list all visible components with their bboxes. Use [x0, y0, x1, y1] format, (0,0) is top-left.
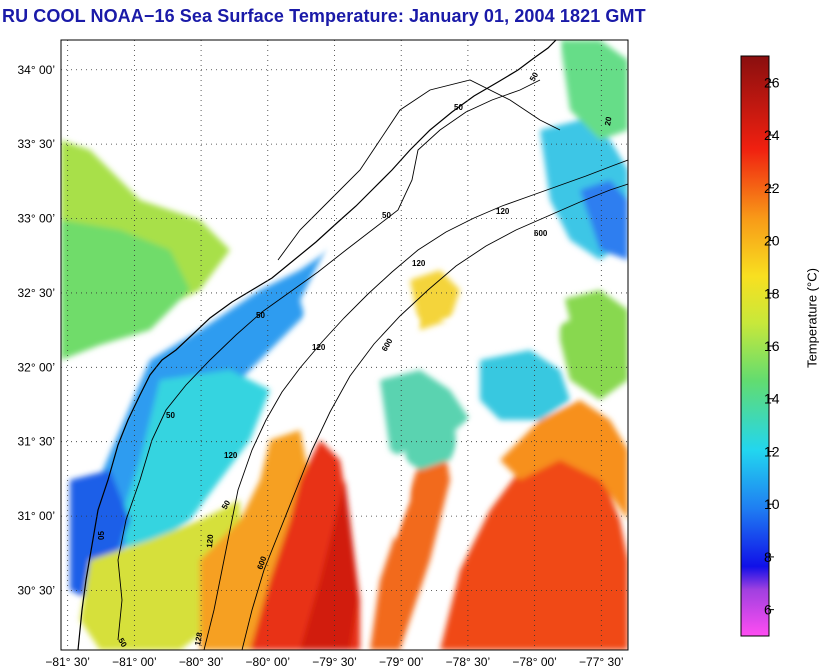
isobath-label: 20: [603, 115, 614, 126]
cloud-gaps: [90, 40, 570, 540]
latitude-label: 33° 00’: [18, 212, 56, 226]
sst-patch-warm-east-orange: [500, 400, 628, 520]
latitude-label: 32° 30’: [18, 286, 56, 300]
latitude-label: 31° 00’: [18, 509, 56, 523]
isobath-label: 128: [193, 631, 204, 646]
colorbar-tick-label: 20: [764, 233, 780, 249]
isobath-label: 120: [224, 451, 238, 460]
colorbar-tick-label: 6: [764, 602, 772, 618]
sst-patch-offshore-1: [380, 370, 470, 470]
sst-patch-coastal-cyan: [120, 370, 270, 560]
longitude-label: −77° 30’: [579, 655, 624, 669]
isobath-label: 50: [382, 211, 391, 220]
sst-patch-offshore-4: [410, 270, 460, 330]
colorbar-tick-label: 24: [764, 127, 780, 143]
sst-patch-northeast-2: [560, 40, 628, 140]
latitude-label: 31° 30’: [18, 435, 56, 449]
sst-patch-gulfstream-2: [300, 480, 358, 650]
graticule: [61, 40, 628, 650]
longitude-label: −80° 00’: [246, 655, 291, 669]
latitude-label: 32° 00’: [18, 360, 56, 374]
longitude-label: −78° 30’: [446, 655, 491, 669]
colorbar-tick-label: 14: [764, 391, 780, 407]
isobath-50: [117, 79, 541, 641]
coastline: [77, 40, 557, 650]
map-frame: [60, 39, 629, 651]
isobath-600: [241, 183, 628, 650]
isobath-label: 600: [534, 229, 548, 238]
latitude-tick-labels: 34° 00’ 33° 30’ 33° 00’ 32° 30’ 32° 00’ 31° 3…: [18, 63, 56, 598]
longitude-label: −81° 30’: [45, 655, 90, 669]
longitude-tick-labels: −81° 30’ −81° 00’ −80° 30’ −80° 00’ −79° 30’…: [45, 655, 623, 669]
sst-patch-warm-east: [440, 450, 628, 650]
colorbar-tick-label: 10: [764, 496, 780, 512]
longitude-label: −79° 30’: [312, 655, 357, 669]
isobath-label: 120: [205, 534, 215, 549]
colorbar-tick-labels: 6 8 10 12 14 16 18 20 22 24 26: [764, 74, 780, 617]
latitude-label: 30° 30’: [18, 583, 56, 597]
colorbar-label: Temperature (°C): [804, 268, 820, 368]
isobath-label: 50: [256, 311, 265, 320]
colorbar-tick-label: 18: [764, 285, 780, 301]
latitude-label: 33° 30’: [18, 137, 56, 151]
map-title: RU COOL NOAA−16 Sea Surface Temperature:…: [2, 6, 646, 26]
sst-patch-nearshore-blue: [70, 470, 130, 600]
colorbar-tick-label: 12: [764, 443, 780, 459]
isobath-labels: 50 50 50 50 120 120 120 120 600 600 600 …: [97, 70, 614, 649]
sst-patch-offshore-2: [480, 350, 570, 420]
colorbar-gradient: [740, 55, 770, 637]
isobath-label: 50: [166, 411, 175, 420]
sst-patch-shelf-orange: [200, 430, 310, 650]
longitude-label: −81° 00’: [112, 655, 157, 669]
colorbar-tick-label: 8: [764, 549, 772, 565]
longitude-label: −79° 00’: [379, 655, 424, 669]
shelf-break-outline: [277, 79, 561, 261]
sst-patch-offshore-3: [560, 290, 628, 400]
sst-patch-inland-green: [61, 220, 190, 360]
longitude-label: −78° 00’: [512, 655, 557, 669]
sst-patch-gulfstream-3: [370, 420, 450, 650]
isobath-label: 120: [412, 259, 426, 268]
longitude-label: −80° 30’: [179, 655, 224, 669]
isobath-label: 05: [97, 531, 106, 540]
sst-field: 50 50 50 50 120 120 120 120 600 600 600 …: [61, 40, 628, 650]
sst-patch-northeast-3: [580, 180, 628, 260]
isobath-label: 600: [255, 555, 268, 571]
isobath-label: 120: [496, 207, 510, 216]
isobath-label: 120: [312, 343, 326, 352]
colorbar-tick-label: 16: [764, 338, 780, 354]
isobath-120: [203, 159, 628, 650]
colorbar-tick-label: 26: [764, 74, 780, 90]
latitude-label: 34° 00’: [18, 63, 56, 77]
isobath-label: 50: [454, 103, 463, 112]
colorbar-tick-label: 22: [764, 180, 780, 196]
